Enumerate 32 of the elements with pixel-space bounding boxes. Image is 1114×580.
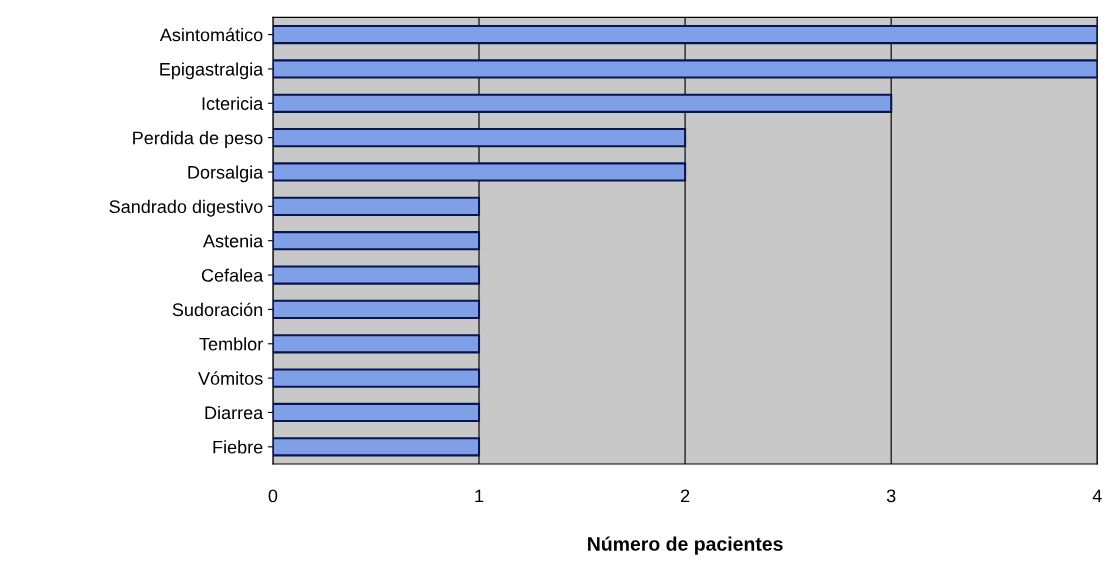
bar	[272, 93, 893, 113]
y-tick-label: Diarrea	[205, 405, 264, 420]
x-tick-label: 4	[1092, 489, 1102, 503]
y-tick-label: Sandrado digestivo	[109, 199, 263, 217]
y-tick-label: Epigastralgia	[160, 62, 264, 80]
y-tick-label: Ictericia	[202, 96, 264, 110]
y-tick-label: Fiebre	[213, 440, 263, 454]
y-tick-label: Cefalea	[201, 268, 264, 282]
y-tick-label: Dorsalgia	[188, 165, 264, 183]
bar	[272, 265, 481, 285]
bar	[272, 402, 481, 423]
bar	[272, 24, 1098, 45]
y-tick-label: Perdida de peso	[133, 131, 263, 148]
y-tick-label: Asintomático	[159, 27, 263, 42]
bar	[272, 334, 481, 354]
y-tick-label: Vómitos	[198, 371, 263, 385]
x-tick-label: 0	[268, 489, 278, 503]
bar	[272, 196, 481, 216]
bar	[272, 162, 687, 182]
x-tick-label: 1	[475, 489, 484, 503]
x-tick-label: 3	[886, 489, 896, 503]
bar	[272, 368, 481, 388]
bar	[272, 231, 481, 251]
x-axis-title: Número de pacientes	[588, 536, 783, 555]
y-tick-label: Astenia	[203, 234, 264, 248]
bar	[272, 437, 481, 457]
bar	[272, 128, 687, 148]
bar	[272, 59, 1098, 79]
y-tick-label: Sudoración	[172, 302, 263, 317]
y-tick-label: Temblor	[199, 337, 263, 351]
x-tick-label: 2	[681, 489, 690, 503]
bar	[272, 299, 481, 320]
